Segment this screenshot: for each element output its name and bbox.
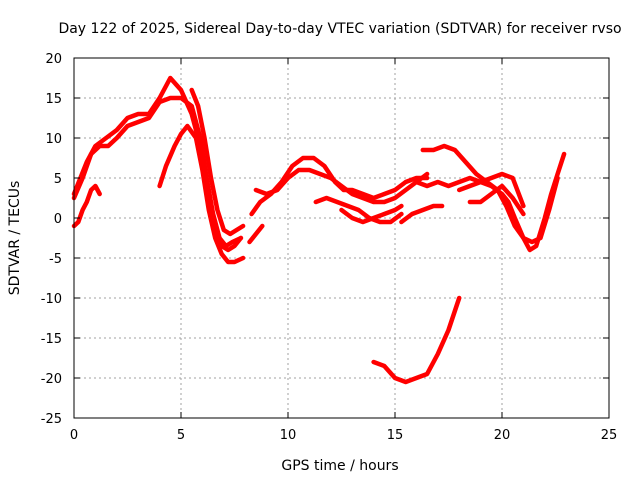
series-layer — [71, 75, 567, 385]
series-track-16 — [371, 295, 462, 385]
x-tick-label: 10 — [280, 428, 297, 443]
series-track-10 — [339, 203, 404, 225]
y-axis-title: SDTVAR / TECUs — [7, 181, 23, 296]
series-track-3 — [71, 183, 102, 229]
x-tick-label: 5 — [177, 428, 185, 443]
series-track-2 — [71, 95, 244, 249]
series-track-7 — [253, 167, 430, 205]
x-axis-title: GPS time / hours — [281, 458, 398, 474]
y-tick-label: -10 — [41, 292, 62, 307]
chart-title: Day 122 of 2025, Sidereal Day-to-day VTE… — [58, 21, 621, 37]
series-track-9 — [313, 195, 404, 225]
y-tick-label: -25 — [41, 412, 62, 427]
y-tick-label: 5 — [54, 172, 62, 187]
x-tick-label: 0 — [70, 428, 78, 443]
plot-frame — [73, 57, 610, 419]
series-track-4 — [157, 123, 246, 265]
y-tick-label: 20 — [45, 52, 62, 67]
series-track-14 — [456, 171, 526, 209]
series-track-8 — [247, 223, 265, 245]
y-tick-label: 15 — [45, 92, 62, 107]
y-tick-label: -5 — [49, 252, 62, 267]
x-tick-labels: 0 5 10 15 20 25 — [70, 428, 617, 443]
y-tick-label: -15 — [41, 332, 62, 347]
series-track-11 — [399, 203, 445, 225]
x-tick-label: 15 — [387, 428, 404, 443]
y-tick-label: 0 — [54, 212, 62, 227]
y-tick-label: -20 — [41, 372, 62, 387]
x-tick-label: 25 — [601, 428, 618, 443]
x-tick-label: 20 — [494, 428, 511, 443]
grid-lines — [74, 58, 609, 418]
series-track-15 — [467, 183, 526, 217]
y-tick-label: 10 — [45, 132, 62, 147]
series-track-5 — [189, 87, 246, 237]
y-tick-labels: -25 -20 -15 -10 -5 0 5 10 15 20 — [41, 52, 62, 427]
axis-ticks — [73, 57, 610, 419]
